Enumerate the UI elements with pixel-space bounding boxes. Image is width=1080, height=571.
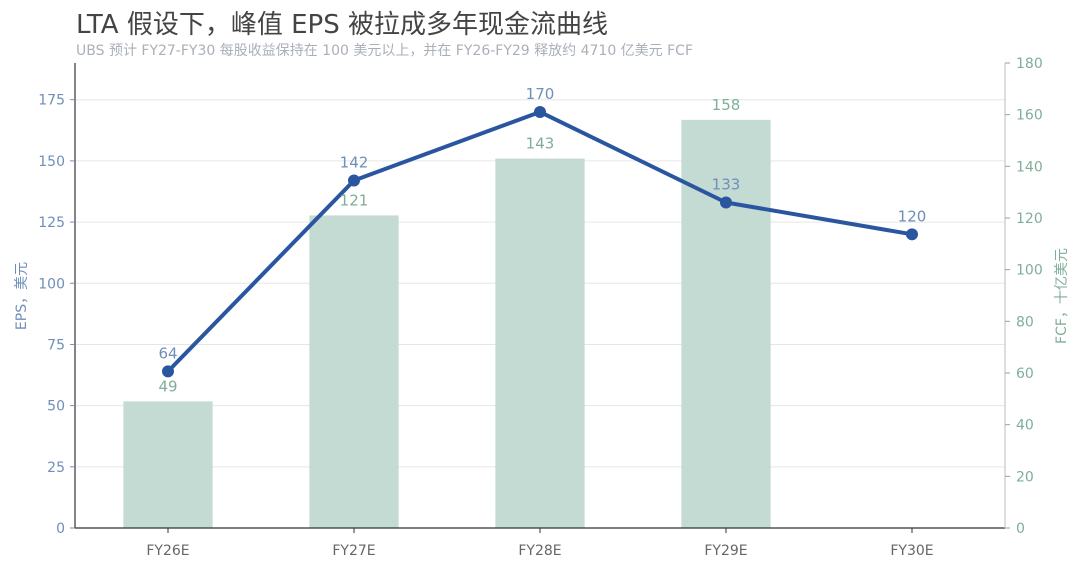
left-tick-label: 125 xyxy=(38,215,65,231)
fcf-data-label: 158 xyxy=(712,96,741,114)
fcf-bar xyxy=(309,215,399,528)
chart-subtitle: UBS 预计 FY27-FY30 每股收益保持在 100 美元以上，并在 FY2… xyxy=(76,43,693,59)
x-tick-label: FY29E xyxy=(704,543,747,559)
left-tick-label: 25 xyxy=(47,460,65,476)
right-axis-ticks: 0 20 40 60 80 100 120 140 160 180 xyxy=(1005,56,1043,537)
left-tick-label: 175 xyxy=(38,93,65,109)
left-axis-label: EPS，美元 xyxy=(14,262,30,330)
data-labels: 49 121 143 158 64 142 170 133 120 xyxy=(158,85,926,395)
right-tick-label: 60 xyxy=(1016,366,1034,382)
right-tick-label: 80 xyxy=(1016,314,1034,330)
x-tick-label: FY30E xyxy=(890,543,933,559)
fcf-data-label: 49 xyxy=(158,377,177,395)
eps-data-label: 120 xyxy=(898,207,927,225)
right-tick-label: 120 xyxy=(1016,211,1043,227)
fcf-bars xyxy=(123,119,771,529)
eps-point xyxy=(534,105,546,118)
x-tick-label: FY26E xyxy=(146,543,189,559)
left-tick-label: 0 xyxy=(56,521,65,537)
right-tick-label: 180 xyxy=(1016,56,1043,72)
eps-data-label: 142 xyxy=(340,153,369,171)
right-tick-label: 20 xyxy=(1016,469,1034,485)
x-tick-label: FY27E xyxy=(332,543,375,559)
right-tick-label: 160 xyxy=(1016,108,1043,124)
eps-point xyxy=(720,196,732,209)
fcf-bar xyxy=(123,401,213,528)
fcf-bar xyxy=(495,158,585,529)
right-tick-label: 40 xyxy=(1016,418,1034,434)
eps-data-label: 64 xyxy=(158,344,177,362)
right-tick-label: 100 xyxy=(1016,263,1043,279)
left-tick-label: 100 xyxy=(38,276,65,292)
right-axis-label: FCF，十亿美元 xyxy=(1054,248,1070,344)
eps-data-label: 133 xyxy=(712,176,741,194)
left-tick-label: 150 xyxy=(38,154,65,170)
x-axis-ticks: FY26E FY27E FY28E FY29E FY30E xyxy=(146,528,934,559)
eps-data-label: 170 xyxy=(526,85,555,103)
right-tick-label: 140 xyxy=(1016,159,1043,175)
eps-line-series xyxy=(162,105,918,378)
left-tick-label: 75 xyxy=(47,337,65,353)
fcf-data-label: 143 xyxy=(526,135,555,153)
x-tick-label: FY28E xyxy=(518,543,561,559)
eps-point xyxy=(162,365,174,378)
fcf-data-label: 121 xyxy=(340,191,369,209)
right-tick-label: 0 xyxy=(1016,521,1025,537)
left-tick-label: 50 xyxy=(47,399,65,415)
left-axis-ticks: 0 25 50 75 100 125 150 175 xyxy=(38,93,75,537)
eps-point xyxy=(348,174,360,187)
chart-title: LTA 假设下，峰值 EPS 被拉成多年现金流曲线 xyxy=(76,10,608,40)
eps-point xyxy=(906,228,918,241)
